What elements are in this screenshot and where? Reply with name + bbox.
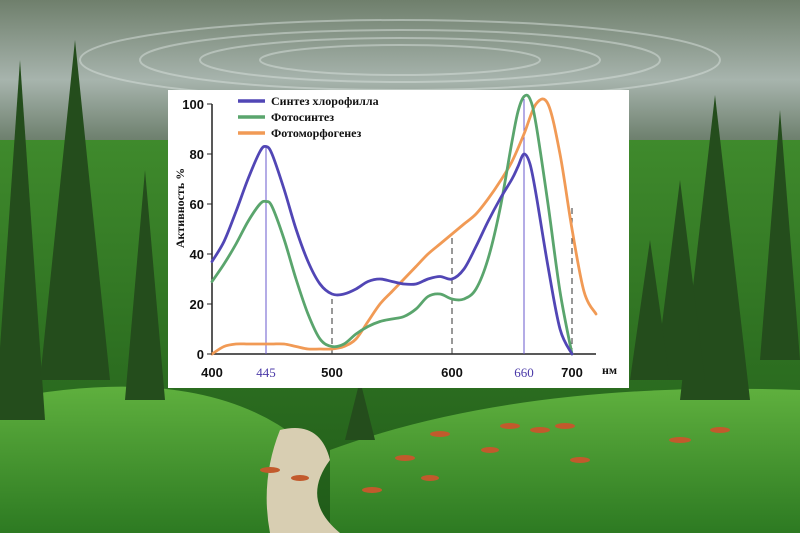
x-tick-label: 700 xyxy=(561,365,583,380)
y-axis-label: Активность % xyxy=(173,168,187,248)
series-line-photosynthesis xyxy=(210,93,574,356)
x-tick-labels: 400 445 500 600 660 700 xyxy=(201,365,583,380)
x-axis-unit-label: нм xyxy=(602,363,617,377)
y-tick-label: 80 xyxy=(190,147,204,162)
legend-item-photomorphogenesis: Фотоморфогенез xyxy=(238,126,362,140)
x-tick-label: 445 xyxy=(256,365,276,380)
legend-label: Фотоморфогенез xyxy=(271,126,362,140)
action-spectrum-chart: 0 20 40 60 80 100 400 445 500 600 660 700 Синтез х… xyxy=(173,93,617,380)
series-lines xyxy=(210,93,598,356)
legend-item-photosynthesis: Фотосинтез xyxy=(238,110,334,124)
series-line-chlorophyll-synthesis xyxy=(210,144,574,356)
y-tick-label: 100 xyxy=(182,97,204,112)
chart-axes xyxy=(211,104,596,355)
legend-label: Синтез хлорофилла xyxy=(271,94,379,108)
x-tick-label: 660 xyxy=(514,365,534,380)
fish-group xyxy=(260,423,730,493)
y-tick-label: 60 xyxy=(190,197,204,212)
legend: Синтез хлорофилла Фотосинтез Фотоморфогене… xyxy=(238,94,379,140)
y-tick-label: 40 xyxy=(190,247,204,262)
legend-label: Фотосинтез xyxy=(271,110,334,124)
x-tick-label: 400 xyxy=(201,365,223,380)
conifer-trees xyxy=(0,40,800,440)
y-tick-label: 0 xyxy=(197,347,204,362)
y-tick-label: 20 xyxy=(190,297,204,312)
y-tick-labels: 0 20 40 60 80 100 xyxy=(182,97,212,362)
x-tick-label: 600 xyxy=(441,365,463,380)
x-tick-label: 500 xyxy=(321,365,343,380)
legend-item-chlorophyll-synthesis: Синтез хлорофилла xyxy=(238,94,379,108)
